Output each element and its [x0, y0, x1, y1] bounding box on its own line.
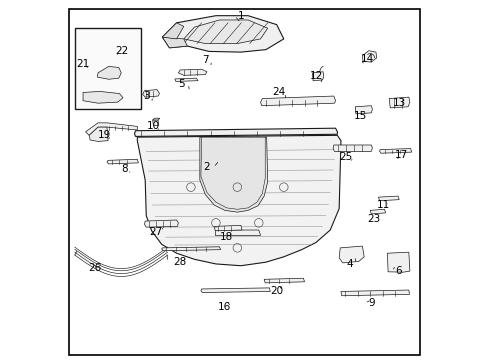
Polygon shape: [386, 252, 409, 272]
Polygon shape: [339, 246, 364, 263]
Polygon shape: [200, 137, 267, 212]
Polygon shape: [162, 23, 183, 39]
Text: 21: 21: [76, 59, 89, 69]
Text: 3: 3: [142, 91, 149, 101]
Polygon shape: [144, 220, 178, 227]
Polygon shape: [162, 247, 220, 251]
Text: 11: 11: [376, 200, 389, 210]
Polygon shape: [388, 97, 409, 108]
Text: 25: 25: [339, 152, 352, 162]
Text: 24: 24: [271, 87, 285, 98]
Polygon shape: [152, 120, 159, 125]
Text: 23: 23: [366, 214, 380, 224]
Text: 14: 14: [360, 54, 374, 64]
Text: 13: 13: [392, 98, 406, 108]
Polygon shape: [354, 106, 372, 114]
Text: 22: 22: [116, 46, 129, 57]
Polygon shape: [152, 118, 160, 120]
Text: 2: 2: [203, 162, 210, 172]
Text: 7: 7: [202, 55, 208, 65]
Polygon shape: [175, 78, 198, 81]
Text: 27: 27: [149, 227, 163, 237]
Polygon shape: [183, 20, 267, 44]
Polygon shape: [162, 16, 283, 52]
Polygon shape: [83, 91, 123, 103]
Polygon shape: [312, 72, 323, 81]
Text: 12: 12: [309, 71, 322, 81]
Text: 18: 18: [220, 232, 233, 242]
Polygon shape: [369, 209, 385, 214]
Text: 15: 15: [353, 111, 366, 121]
Text: 4: 4: [346, 259, 352, 269]
Polygon shape: [215, 230, 260, 235]
Polygon shape: [260, 96, 335, 106]
Text: 9: 9: [367, 298, 374, 308]
Polygon shape: [201, 288, 270, 293]
Polygon shape: [378, 196, 398, 201]
Polygon shape: [107, 159, 138, 164]
Polygon shape: [85, 123, 137, 135]
Text: 1: 1: [237, 11, 244, 21]
Polygon shape: [214, 225, 242, 231]
Polygon shape: [362, 51, 376, 62]
Polygon shape: [178, 69, 206, 75]
Text: 10: 10: [146, 121, 160, 131]
Text: 26: 26: [88, 262, 102, 273]
Text: 28: 28: [172, 257, 186, 267]
Polygon shape: [97, 66, 121, 79]
Text: 8: 8: [122, 164, 128, 174]
Polygon shape: [264, 278, 304, 283]
Polygon shape: [134, 128, 337, 136]
Polygon shape: [340, 290, 408, 296]
Text: 16: 16: [218, 302, 231, 312]
Polygon shape: [332, 145, 372, 152]
Polygon shape: [142, 90, 159, 97]
Polygon shape: [162, 37, 187, 48]
Polygon shape: [89, 127, 108, 141]
Bar: [75, 28, 141, 109]
Text: 6: 6: [394, 266, 401, 276]
Polygon shape: [137, 135, 340, 266]
Text: 5: 5: [178, 78, 185, 89]
Polygon shape: [379, 149, 411, 153]
Text: 17: 17: [394, 150, 407, 160]
Text: 19: 19: [98, 130, 111, 140]
Text: 20: 20: [269, 286, 283, 296]
